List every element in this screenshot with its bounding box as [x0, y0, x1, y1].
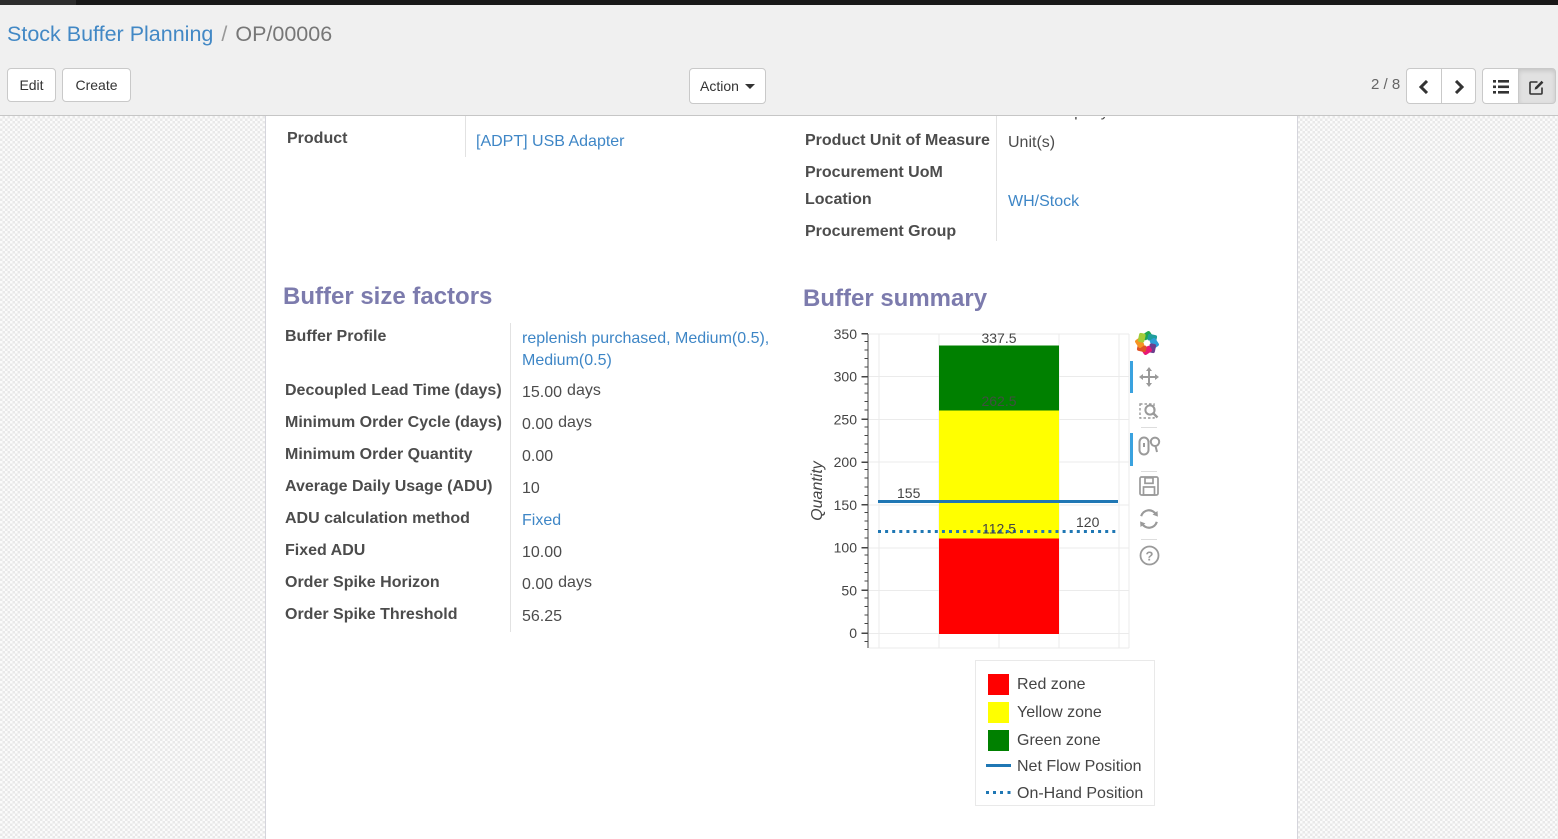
svg-text:100: 100 [834, 540, 858, 556]
svg-text:50: 50 [841, 582, 857, 598]
svg-text:250: 250 [834, 411, 858, 427]
svg-text:?: ? [1146, 549, 1154, 564]
svg-text:155: 155 [897, 485, 921, 501]
svg-text:Quantity: Quantity [809, 460, 826, 521]
svg-text:337.5: 337.5 [981, 330, 1016, 346]
svg-text:0: 0 [849, 625, 857, 641]
svg-text:150: 150 [834, 497, 858, 513]
svg-text:200: 200 [834, 454, 858, 470]
svg-text:262.5: 262.5 [981, 393, 1016, 409]
svg-text:300: 300 [834, 369, 858, 385]
svg-text:112.5: 112.5 [982, 521, 1016, 537]
svg-text:120: 120 [1076, 514, 1100, 530]
svg-text:350: 350 [834, 326, 858, 342]
